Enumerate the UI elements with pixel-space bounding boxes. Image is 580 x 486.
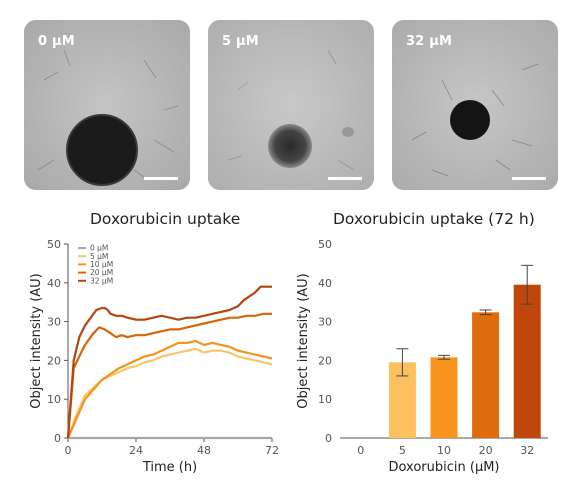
micrograph-0um: 0 µM (24, 20, 190, 190)
bar-y-axis-label: Object intensity (AU) (296, 273, 311, 409)
bar-x-tick-label: 5 (399, 444, 406, 457)
line-x-tick-label: 72 (265, 444, 279, 457)
bar-x-tick-label: 10 (437, 444, 451, 457)
micrograph-32um: 32 µM (392, 20, 558, 190)
line-x-axis-label: Time (h) (142, 460, 197, 475)
bar-x-tick-label: 20 (479, 444, 493, 457)
line-y-axis-label: Object intensity (AU) (29, 273, 44, 409)
line-x-tick-label: 0 (65, 444, 72, 457)
bar-3 (472, 312, 500, 438)
bar-x-axis-label: Doxorubicin (µM) (388, 460, 499, 475)
legend-label: 5 µM (90, 252, 108, 261)
bar-y-tick-label: 0 (325, 432, 332, 445)
panel-label: 5 µM (222, 34, 259, 49)
bar-y-tick-label: 10 (318, 393, 332, 406)
scale-bar (512, 177, 546, 180)
bar-y-tick-label: 40 (318, 277, 332, 290)
legend-label: 20 µM (90, 268, 113, 277)
line-series-3 (66, 312, 272, 439)
scale-bar (328, 177, 362, 180)
panel-label: 0 µM (38, 34, 75, 49)
bar-y-tick-label: 50 (318, 238, 332, 251)
line-y-tick-label: 0 (54, 432, 61, 445)
panel-label: 32 µM (406, 34, 453, 49)
legend-label: 0 µM (90, 244, 108, 253)
bar-chart-title: Doxorubicin uptake (72 h) (333, 210, 535, 228)
bar-x-tick-label: 32 (520, 444, 534, 457)
spheroid-image (208, 20, 374, 190)
scale-bar (144, 177, 178, 180)
line-x-tick-label: 48 (197, 444, 211, 457)
line-y-tick-label: 20 (47, 354, 61, 367)
legend-label: 10 µM (90, 260, 113, 269)
line-y-tick-label: 30 (47, 316, 61, 329)
bar-4 (513, 284, 541, 438)
bar-y-tick-label: 30 (318, 316, 332, 329)
line-y-tick-label: 10 (47, 393, 61, 406)
line-series-2 (66, 339, 273, 439)
legend-label: 32 µM (90, 276, 113, 285)
line-x-tick-label: 24 (129, 444, 143, 457)
bar-y-tick-label: 20 (318, 354, 332, 367)
line-series-1 (66, 347, 273, 439)
line-chart-title: Doxorubicin uptake (90, 210, 241, 228)
spheroid-image (392, 20, 558, 190)
line-y-tick-label: 50 (47, 238, 61, 251)
spheroid-image (24, 20, 190, 190)
micrograph-5um: 5 µM (208, 20, 374, 190)
bar-2 (430, 357, 458, 438)
bar-x-tick-label: 0 (357, 444, 364, 457)
line-y-tick-label: 40 (47, 277, 61, 290)
line-series-4 (66, 285, 272, 439)
